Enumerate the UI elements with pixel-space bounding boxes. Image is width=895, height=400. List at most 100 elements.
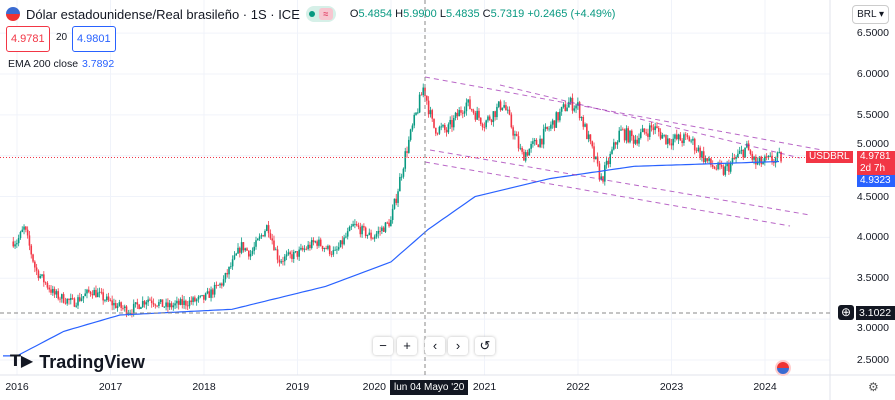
- price-tick-label: 3.5000: [856, 272, 889, 285]
- candle-body: [55, 291, 58, 295]
- candle-body: [138, 304, 140, 309]
- candle-body: [688, 137, 691, 142]
- economic-event-icon[interactable]: [775, 360, 791, 376]
- ema-legend[interactable]: EMA 200 close 3.7892: [8, 58, 115, 70]
- candle-body: [666, 138, 669, 145]
- candle-body: [665, 134, 667, 145]
- candle-body: [199, 295, 202, 297]
- candle-body: [497, 101, 500, 107]
- candle-body: [742, 149, 745, 158]
- candle-body: [587, 134, 590, 140]
- usd-brl-flag-icon: [6, 7, 20, 21]
- tradingview-logo[interactable]: 𝗧▶ TradingView: [10, 352, 145, 372]
- candle-body: [524, 152, 527, 161]
- candle-body: [114, 302, 117, 308]
- candle-body: [670, 143, 673, 146]
- candle-body: [521, 147, 523, 152]
- scroll-left-button[interactable]: ‹: [425, 337, 445, 355]
- candle-body: [634, 139, 637, 144]
- candle-body: [492, 111, 495, 123]
- candle-body: [722, 166, 725, 175]
- candle-body: [523, 151, 525, 161]
- market-open-icon: [308, 11, 315, 17]
- candle-body: [560, 106, 563, 112]
- candle-body: [488, 116, 491, 120]
- candle-body: [542, 128, 545, 145]
- candle-body: [510, 114, 513, 128]
- candle-body: [693, 138, 696, 151]
- candle-body: [132, 303, 135, 314]
- candle-body: [411, 125, 414, 130]
- candle-body: [409, 129, 412, 140]
- price-tick-label: 6.5000: [856, 27, 889, 40]
- candle-body: [546, 126, 549, 129]
- market-status-badge[interactable]: ≈: [305, 6, 336, 22]
- candle-body: [566, 107, 568, 112]
- candle-body: [578, 102, 581, 119]
- sell-button[interactable]: 4.9781: [6, 26, 50, 52]
- add-alert-icon[interactable]: ⊕: [838, 305, 854, 320]
- candle-body: [161, 299, 164, 307]
- candle-body: [66, 298, 69, 304]
- candle-body: [551, 120, 554, 125]
- scroll-right-button[interactable]: ›: [448, 337, 468, 355]
- candle-body: [145, 302, 148, 305]
- candle-body: [760, 156, 763, 165]
- symbol-title[interactable]: Dólar estadounidense/Real brasileño · 1S…: [26, 6, 300, 22]
- candle-body: [50, 289, 52, 293]
- candle-body: [613, 142, 615, 150]
- candle-body: [98, 291, 101, 293]
- candle-body: [364, 227, 367, 237]
- settings-gear-icon[interactable]: ⚙: [868, 380, 879, 394]
- candle-body: [240, 242, 243, 253]
- candle-body: [159, 299, 162, 303]
- candle-body: [604, 165, 606, 182]
- candle-body: [246, 248, 248, 251]
- trend-channel-line: [429, 149, 811, 216]
- candle-body: [244, 248, 247, 251]
- candle-body: [190, 300, 193, 303]
- candle-body: [458, 110, 460, 117]
- candle-body: [321, 245, 324, 250]
- candle-body: [659, 131, 662, 139]
- candle-body: [125, 306, 128, 315]
- buy-button[interactable]: 4.9801: [72, 26, 116, 52]
- candle-body: [442, 125, 444, 127]
- candle-body: [417, 112, 419, 114]
- candle-body: [334, 249, 336, 251]
- time-tick-label: 2023: [659, 381, 684, 393]
- currency-selector[interactable]: BRL ▾: [852, 5, 889, 24]
- zoom-in-button[interactable]: +: [397, 337, 417, 355]
- candle-body: [181, 299, 184, 305]
- candle-body: [526, 152, 529, 156]
- candle-body: [381, 227, 383, 231]
- candle-body: [14, 244, 16, 247]
- candle-body: [314, 241, 317, 243]
- candle-body: [354, 223, 356, 225]
- candle-body: [755, 156, 757, 165]
- candle-body: [375, 233, 378, 237]
- candle-body: [386, 222, 389, 224]
- candle-body: [123, 306, 126, 308]
- candle-body: [506, 109, 509, 111]
- candle-body: [541, 138, 543, 145]
- candle-body: [219, 283, 221, 286]
- candle-body: [352, 224, 354, 227]
- zoom-out-button[interactable]: −: [373, 337, 393, 355]
- candle-body: [309, 244, 311, 248]
- candle-body: [476, 110, 478, 120]
- price-tick-label: 5.5000: [856, 108, 889, 121]
- candle-body: [435, 127, 437, 134]
- candle-body: [93, 289, 95, 296]
- candle-body: [618, 130, 621, 143]
- candle-body: [733, 157, 736, 159]
- candle-body: [109, 300, 112, 302]
- candle-body: [681, 140, 683, 144]
- candle-body: [402, 168, 405, 177]
- candle-body: [728, 163, 730, 172]
- candle-body: [611, 149, 613, 154]
- candle-body: [226, 272, 229, 275]
- reset-chart-button[interactable]: ↺: [475, 337, 495, 355]
- candle-body: [73, 298, 76, 307]
